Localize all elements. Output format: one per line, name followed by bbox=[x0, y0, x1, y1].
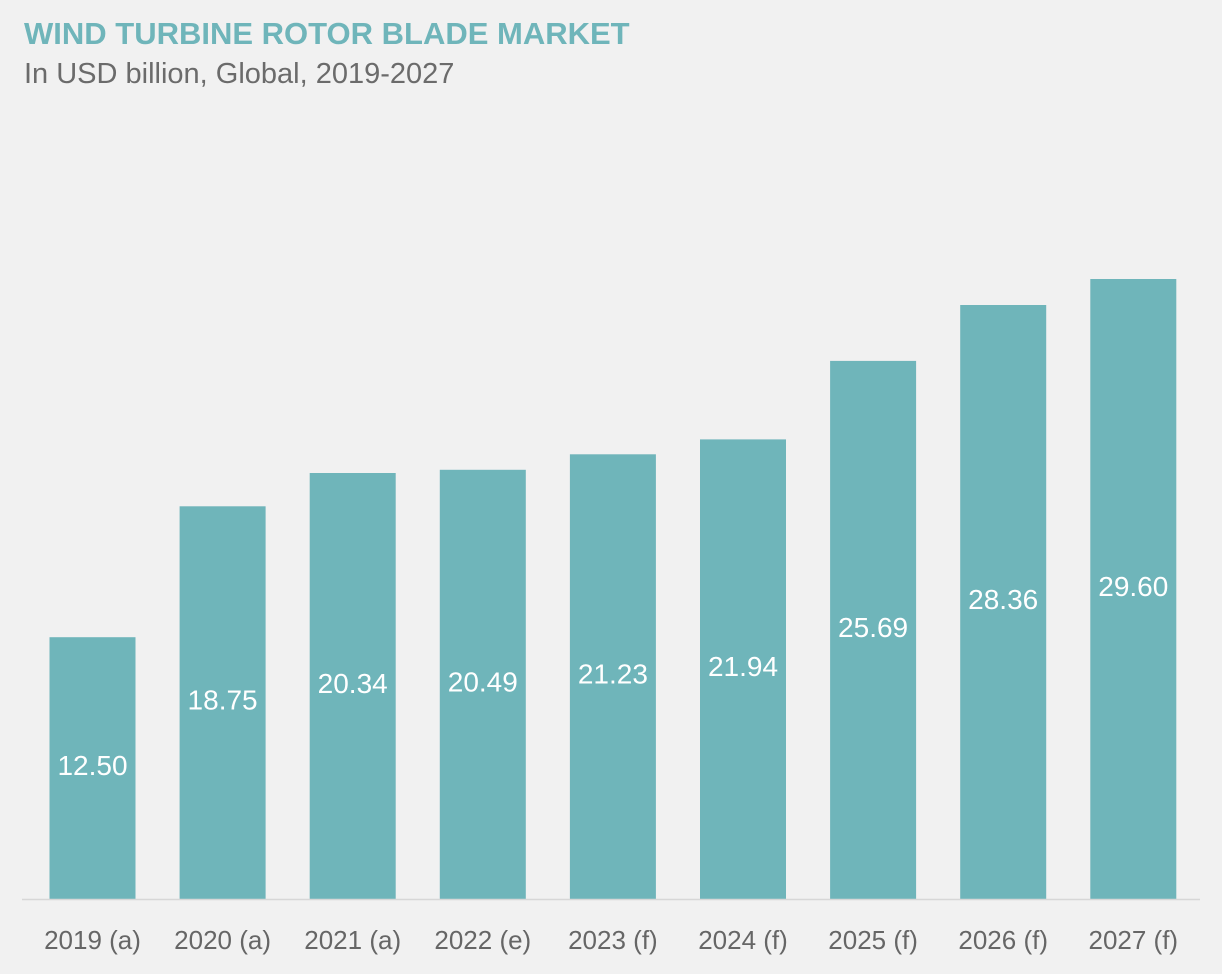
value-label-2025-f: 25.69 bbox=[838, 612, 908, 643]
value-label-2026-f: 28.36 bbox=[968, 584, 1038, 615]
value-label-2022-e: 20.49 bbox=[448, 666, 518, 697]
chart-subtitle: In USD billion, Global, 2019-2027 bbox=[24, 58, 455, 90]
bar-2025-f bbox=[830, 360, 917, 899]
bar-2019-a bbox=[49, 637, 136, 899]
value-label-2023-f: 21.23 bbox=[578, 659, 648, 690]
value-label-2021-a: 20.34 bbox=[318, 668, 388, 699]
bar-2020-a bbox=[179, 506, 266, 899]
bars-layer bbox=[49, 279, 1177, 899]
x-tick-label-2025-f: 2025 (f) bbox=[828, 925, 918, 955]
bar-2027-f bbox=[1090, 279, 1177, 899]
chart-title: WIND TURBINE ROTOR BLADE MARKET bbox=[24, 16, 630, 51]
x-tick-label-2019-a: 2019 (a) bbox=[44, 925, 141, 955]
bar-2026-f bbox=[960, 305, 1047, 899]
x-tick-label-2023-f: 2023 (f) bbox=[568, 925, 658, 955]
x-tick-label-2026-f: 2026 (f) bbox=[958, 925, 1048, 955]
bar-2023-f bbox=[569, 454, 656, 899]
x-tick-label-2027-f: 2027 (f) bbox=[1088, 925, 1178, 955]
value-label-2020-a: 18.75 bbox=[188, 685, 258, 716]
x-tick-label-2020-a: 2020 (a) bbox=[174, 925, 271, 955]
value-labels-layer: 12.50 18.75 20.34 20.49 21.23 21.94 25.69 28.36… bbox=[57, 571, 1168, 781]
bar-2024-f bbox=[700, 439, 786, 899]
bar-2022-e bbox=[439, 469, 526, 899]
value-label-2024-f: 21.94 bbox=[708, 651, 778, 682]
x-tick-labels-layer: 2019 (a) 2020 (a) 2021 (a) 2022 (e) 2023 (f)… bbox=[44, 925, 1178, 955]
value-label-2019-a: 12.50 bbox=[57, 750, 127, 781]
x-tick-label-2024-f: 2024 (f) bbox=[698, 925, 788, 955]
bar-2021-a bbox=[309, 473, 396, 899]
x-tick-label-2022-e: 2022 (e) bbox=[434, 925, 531, 955]
value-label-2027-f: 29.60 bbox=[1098, 571, 1168, 602]
x-tick-label-2021-a: 2021 (a) bbox=[304, 925, 401, 955]
